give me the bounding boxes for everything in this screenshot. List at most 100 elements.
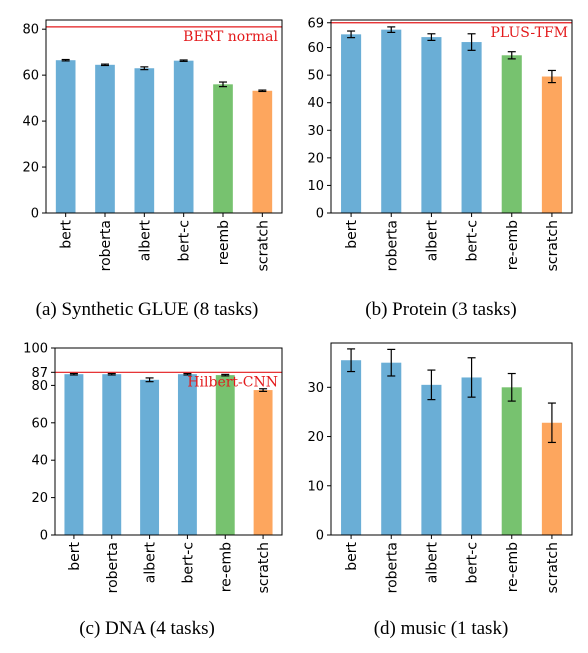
errorbar-bert-c [179,59,188,62]
ytick-label: 40 [22,115,39,130]
bar-albert [140,379,160,535]
ytick-label: 20 [307,430,324,445]
xtick-label: bert [67,541,83,570]
errorbar-roberta [107,372,116,376]
bar-scratch [541,422,562,535]
errorbar-reemb [219,81,227,88]
bar-bert-c [173,60,194,213]
xtick-label: scratch [255,220,271,271]
errorbar-bert-c [467,357,476,398]
plot-frame [54,347,283,536]
ytick-label: 30 [307,381,324,396]
xtick-label: albert [137,219,153,261]
ytick-label: 0 [40,529,48,544]
errorbar-roberta [387,26,396,34]
xtick-label: roberta [105,542,121,593]
bar-bert-c [461,42,482,213]
chart-music: bert roberta albert bert-c re-emb scratch 0 10 2… [307,342,573,593]
ytick-label: 60 [307,41,324,56]
ytick-label: 40 [307,96,324,111]
bar-scratch [252,90,273,213]
xtick-label: bert-c [180,542,196,584]
errorbar-roberta [387,348,396,377]
errorbar-bert [61,58,70,62]
bar-roberta [381,362,402,535]
ytick-label: 10 [307,479,324,494]
xtick-label: bert-c [465,220,481,262]
xtick-label: scratch [545,542,561,593]
xtick-label: albert [424,541,440,583]
errorbar-re-emb [221,373,230,377]
xtick-label: re-emb [218,542,234,592]
bar-bert-c [461,377,482,535]
ytick-label: 60 [31,416,48,431]
ytick-label: 0 [316,529,324,544]
bar-scratch [253,390,273,535]
ytick-label: 40 [31,454,48,469]
errorbar-scratch [547,69,556,84]
ytick-label: 80 [22,23,39,38]
bar-reemb [213,84,233,213]
errorbar-scratch [259,388,268,392]
bar-re-emb [501,387,522,535]
chart-protein: bert roberta albert bert-c re-emb scratch PLUS… [307,16,573,271]
caption-synthetic-glue: (a) Synthetic GLUE (8 tasks) [35,299,259,320]
errorbar-bert-c [183,372,192,376]
bar-roberta [95,64,115,213]
errorbar-albert [427,33,436,42]
xtick-label: bert [344,219,360,248]
errorbar-bert [347,348,356,373]
xtick-label: scratch [545,220,561,271]
caption-protein: (b) Protein (3 tasks) [365,299,517,320]
plot-frame [330,342,573,536]
xtick-label: bert-c [465,542,481,584]
xtick-label: roberta [98,220,114,271]
ytick-label: 50 [307,69,324,84]
bar-re-emb [501,55,522,213]
bar-bert [64,374,84,535]
bar-bert [55,60,76,214]
xtick-label: reemb [216,220,232,265]
bar-albert [421,384,442,535]
errorbar-bert [347,30,356,39]
bar-bert-c [177,374,197,535]
ytick-label: 0 [316,207,324,222]
ytick-label: 20 [31,491,48,506]
bar-roberta [381,29,402,214]
xtick-label: re-emb [505,220,521,270]
caption-dna: (c) DNA (4 tasks) [79,618,215,639]
errorbar-bert [69,372,78,376]
errorbar-scratch [258,89,267,93]
xtick-label: bert [344,541,360,570]
reference-label: BERT normal [183,29,278,45]
ytick-label: 20 [307,151,324,166]
xtick-label: scratch [256,542,272,593]
errorbar-scratch [547,402,556,444]
caption-music: (d) music (1 task) [373,618,509,639]
errorbar-re-emb [507,51,516,60]
errorbar-albert [427,369,436,401]
bar-bert [341,34,362,213]
ytick-label: 69 [307,16,324,31]
xtick-label: roberta [384,220,400,271]
ytick-label: 100 [23,342,48,357]
plot-frame [45,19,283,214]
bar-roberta [102,374,122,535]
errorbar-roberta [101,63,109,67]
errorbar-re-emb [507,372,516,402]
chart-synthetic-glue: bert roberta albert bert-c reemb scratch BERT … [22,19,283,271]
ytick-label: 87 [31,366,48,381]
chart-dna: bert roberta albert bert-c re-emb scratch Hilb… [23,342,283,593]
xtick-label: albert [143,541,159,583]
bar-bert [341,360,362,535]
bar-re-emb [215,375,235,535]
xtick-label: roberta [384,542,400,593]
bar-scratch [541,76,562,214]
bar-albert [134,68,155,213]
xtick-label: re-emb [505,542,521,592]
ytick-label: 20 [22,161,39,176]
errorbar-bert-c [467,33,476,51]
xtick-label: bert-c [177,220,193,262]
ytick-label: 60 [22,69,39,84]
ytick-label: 0 [31,207,39,222]
